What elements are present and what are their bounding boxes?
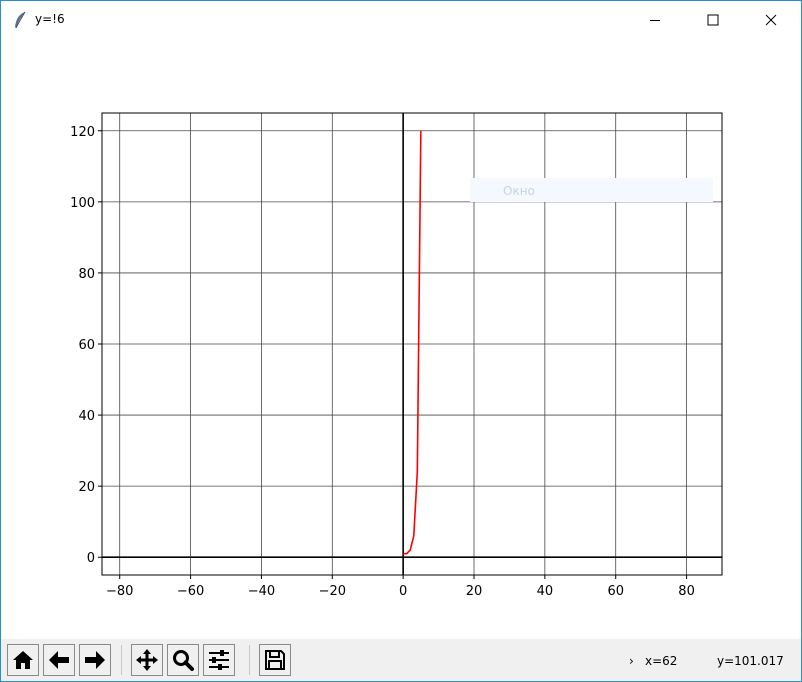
arrow-left-icon [49,651,69,669]
maximize-icon [707,14,719,26]
move-icon [136,649,158,671]
chart[interactable]: −80 −60 −40 −20 0 20 40 60 80 0 20 40 60 80 100 120 Окно [1,39,801,639]
title-bar[interactable]: y=!6 [1,1,801,39]
sliders-icon [209,650,229,670]
plot-canvas[interactable]: −80 −60 −40 −20 0 20 40 60 80 0 20 40 60 80 100 120 Окно [1,39,801,639]
navigation-toolbar: › x=62 y=101.017 [1,639,801,681]
maximize-button[interactable] [685,1,743,39]
home-button[interactable] [7,644,39,676]
y-tick-label: 20 [78,480,95,495]
minimize-icon [650,20,660,21]
x-tick-label: 80 [678,584,695,599]
x-tick-label: −60 [177,584,204,599]
zoom-button[interactable] [167,644,199,676]
status-y-coordinate: y=101.017 [717,654,784,668]
back-button[interactable] [43,644,75,676]
y-tick-label: 100 [70,196,95,211]
axes-frame [101,112,723,576]
window-title: y=!6 [35,12,65,26]
y-tick-label: 40 [78,409,95,424]
x-tick-label: 60 [607,584,624,599]
feather-icon [15,11,26,29]
toolbar-separator [121,645,122,675]
status-arrow: › [629,654,634,668]
y-tick-label: 120 [70,125,95,140]
x-tick-label: 20 [466,584,483,599]
floppy-icon [265,650,285,670]
x-tick-label: −20 [319,584,346,599]
close-button[interactable] [743,1,801,39]
legend-box [470,178,713,202]
x-tick-label: −40 [248,584,275,599]
legend-label: Окно [503,184,535,198]
y-tick-label: 80 [78,267,95,282]
home-icon [13,651,33,669]
arrow-right-icon [85,651,105,669]
series-line [403,130,422,555]
minimize-button[interactable] [627,1,685,39]
pan-button[interactable] [131,644,163,676]
y-tick-label: 60 [78,338,95,353]
x-tick-label: 40 [537,584,554,599]
magnifier-icon [173,650,194,671]
x-tick-label: 0 [399,584,407,599]
save-button[interactable] [259,644,291,676]
close-icon [765,14,777,26]
forward-button[interactable] [79,644,111,676]
toolbar-separator [249,645,250,675]
x-tick-label: −80 [106,584,133,599]
configure-button[interactable] [203,644,235,676]
y-tick-label: 0 [87,551,95,566]
status-x-coordinate: x=62 [645,654,678,668]
